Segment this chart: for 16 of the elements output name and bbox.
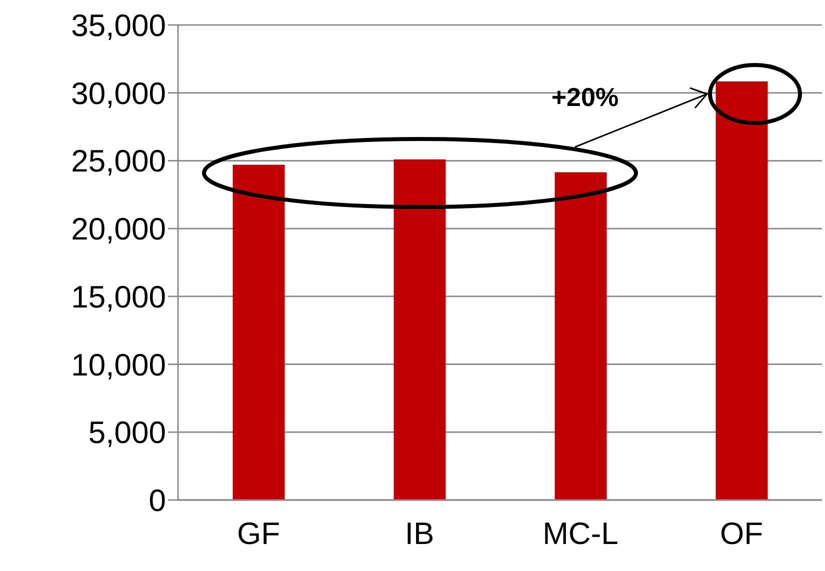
y-tick-label: 35,000 — [71, 8, 166, 44]
y-tick-label: 30,000 — [71, 76, 166, 111]
x-tick-label: IB — [404, 516, 434, 552]
bar — [394, 159, 446, 500]
x-tick-label: MC-L — [542, 516, 618, 552]
y-tick-label: 5,000 — [88, 415, 166, 450]
x-tick-label: OF — [720, 516, 764, 552]
y-tick-label: 15,000 — [71, 279, 166, 314]
bar — [554, 172, 607, 500]
annotation: +20% — [551, 82, 619, 112]
bar — [232, 164, 285, 500]
y-tick-label: 20,000 — [71, 212, 166, 247]
y-tick-label: 10,000 — [71, 347, 166, 382]
x-tick-label: GF — [236, 516, 280, 552]
y-tick-label: 0 — [148, 483, 166, 518]
y-tick-label: 25,000 — [71, 144, 166, 179]
